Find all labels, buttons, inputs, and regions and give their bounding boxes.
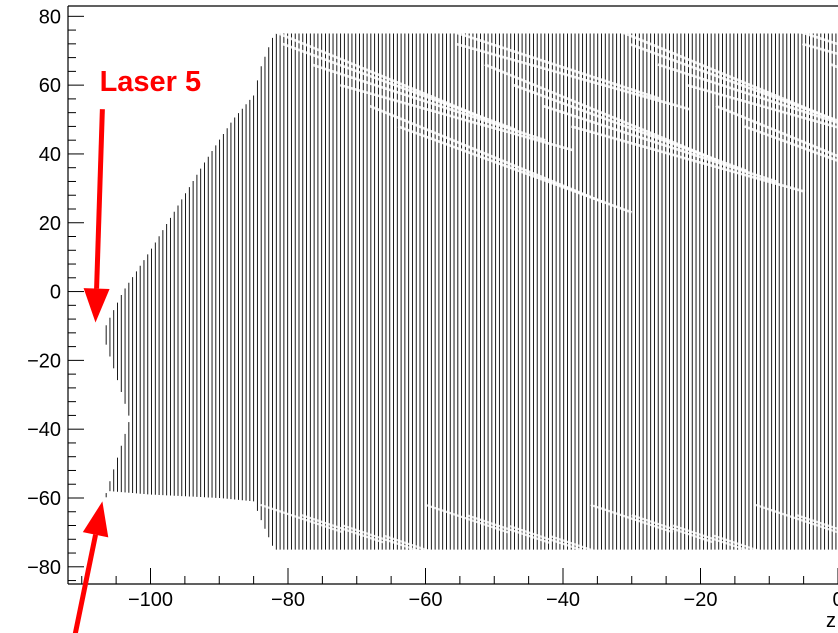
data-gap-band bbox=[426, 21, 662, 101]
data-gap-band bbox=[599, 22, 835, 121]
x-axis-title: z bbox=[826, 610, 836, 632]
data-gap-band bbox=[260, 503, 344, 534]
data-gap-bands bbox=[253, 21, 838, 565]
y-tick-label: 80 bbox=[39, 6, 61, 28]
data-gap-band bbox=[253, 22, 488, 121]
x-tick-label: −20 bbox=[684, 589, 718, 611]
data-gap-band bbox=[744, 125, 838, 163]
annotation-arrow: Laser 5 bbox=[83, 66, 202, 323]
data-gap-band bbox=[507, 524, 591, 555]
data-gap-band bbox=[383, 534, 468, 565]
annotation-layer: Laser 5 bbox=[72, 66, 202, 633]
data-gap-band bbox=[548, 534, 633, 565]
data-gap-band bbox=[342, 524, 426, 555]
x-tick-label: 0 bbox=[832, 589, 838, 611]
y-tick-label: −60 bbox=[27, 488, 61, 510]
data-gap-band bbox=[796, 514, 838, 531]
data-gap-band bbox=[713, 534, 798, 565]
y-axis: 80 60 40 20 0 −20 −40 −60 −80 bbox=[27, 6, 84, 582]
data-gap-band bbox=[715, 104, 838, 158]
data-gap-band bbox=[801, 42, 838, 56]
data-gap-band bbox=[541, 104, 777, 183]
y-tick-label: −20 bbox=[27, 350, 61, 372]
data-gap-band bbox=[772, 21, 838, 46]
data-gap-band bbox=[628, 42, 838, 123]
data-gap-band bbox=[570, 125, 806, 194]
x-tick-label: −60 bbox=[409, 589, 443, 611]
annotation-arrow bbox=[72, 501, 109, 633]
data-gap-band bbox=[513, 83, 748, 173]
data-gap-band bbox=[590, 503, 674, 534]
data-gap-band bbox=[657, 63, 838, 125]
x-tick-label: −100 bbox=[128, 589, 173, 611]
y-tick-label: 20 bbox=[39, 213, 61, 235]
x-tick-label: −40 bbox=[546, 589, 580, 611]
y-tick-label: 60 bbox=[39, 75, 61, 97]
y-tick-label: −80 bbox=[27, 557, 61, 579]
y-tick-label: 0 bbox=[50, 282, 61, 304]
data-gap-band bbox=[301, 514, 385, 544]
data-gap-band bbox=[755, 503, 838, 534]
y-tick-label: −40 bbox=[27, 419, 61, 441]
data-gap-band bbox=[310, 63, 546, 142]
plot-data-layer bbox=[105, 21, 838, 565]
data-gap-band bbox=[339, 83, 575, 152]
data-gap-band bbox=[484, 63, 719, 163]
data-gap-band bbox=[397, 125, 633, 214]
data-gap-band bbox=[686, 83, 838, 129]
data-gap-band bbox=[282, 42, 517, 132]
data-gap-band bbox=[425, 503, 509, 534]
x-axis: −100 −80 −60 −40 −20 0 bbox=[81, 568, 838, 611]
data-gap-band bbox=[672, 524, 756, 555]
plot-frame bbox=[67, 5, 838, 585]
annotation-label: Laser 5 bbox=[100, 66, 202, 98]
x-tick-label: −80 bbox=[271, 589, 305, 611]
data-gap-band bbox=[368, 104, 604, 204]
data-gap-band bbox=[466, 514, 550, 544]
data-gap-band bbox=[631, 514, 715, 544]
data-gap-band bbox=[455, 42, 690, 111]
y-tick-label: 40 bbox=[39, 144, 61, 166]
